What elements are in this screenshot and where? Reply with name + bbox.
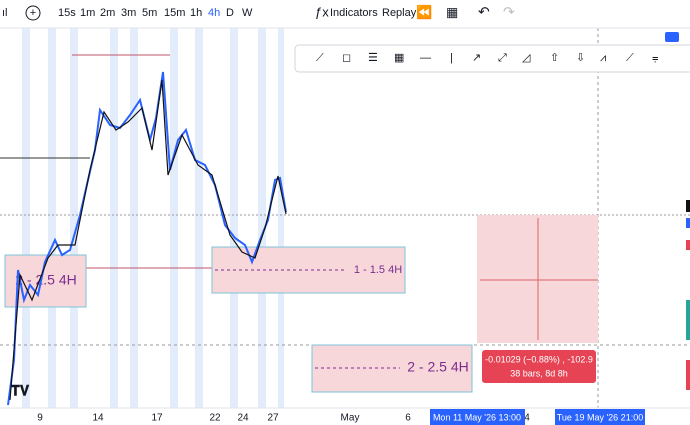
timeframe-button[interactable]: 1h (190, 7, 202, 19)
timeframe-button[interactable]: 3m (121, 7, 136, 19)
timeframe-button[interactable]: 5m (142, 7, 157, 19)
crosshair-text: Tue 19 May '26 21:00 (557, 412, 643, 422)
crosshair-label (430, 409, 525, 425)
x-tick-label: 14 (92, 413, 104, 424)
edge-marker (686, 240, 690, 250)
edge-marker (686, 218, 690, 228)
x-tick-label: 24 (237, 413, 249, 424)
indicators-button[interactable]: Indicators (330, 7, 378, 19)
drawing-toolbar (294, 44, 690, 73)
zone-box[interactable] (211, 246, 406, 294)
replay-icon: ⏪ (416, 4, 432, 19)
edge-marker (686, 360, 690, 390)
zone-box[interactable] (311, 344, 473, 393)
tool[interactable]: — (420, 52, 431, 64)
zone-label: 2 - 2.5 4H (15, 272, 76, 288)
edge-marker (686, 200, 690, 212)
undo-button[interactable]: ↶ (478, 4, 490, 20)
indicators-icon: ƒx (315, 4, 329, 19)
zone-label: 1 - 1.5 4H (354, 264, 402, 276)
drawing-tools: ⟋ ◻ ☰ ▦ — | ↗ ⤢ ◿ ⇧ ⇩ ⩘ ⟋ ⩦ (316, 52, 658, 64)
timeframe-button[interactable]: 15s (58, 7, 76, 19)
x-tick-label: 17 (151, 413, 163, 424)
x-tick-label: 9 (37, 413, 43, 424)
tool[interactable]: ☰ (368, 52, 378, 64)
x-tick-label: May (341, 413, 360, 424)
add-icon: + (30, 7, 36, 19)
top-toolbar (0, 0, 690, 28)
settings-toggle[interactable] (665, 32, 679, 42)
measure-text: 38 bars, 8d 8h (510, 368, 568, 378)
x-tick-label: 22 (209, 413, 221, 424)
tool[interactable]: ⩦ (652, 52, 658, 64)
timeframe-button[interactable]: 2m (100, 7, 115, 19)
measure-text: -0.01029 (−0.88%) , -102.9 (485, 354, 593, 364)
tool[interactable]: ↗ (472, 52, 481, 64)
x-tick-label: 27 (267, 413, 279, 424)
crosshair-label (555, 409, 645, 425)
zone-label: 2 - 2.5 4H (407, 359, 468, 375)
replay-button[interactable]: Replay (382, 7, 417, 19)
session-stripes (22, 28, 284, 408)
tool[interactable]: | (450, 52, 453, 64)
timeframe-button[interactable]: 15m (164, 7, 185, 19)
tool[interactable]: ⇧ (550, 52, 559, 64)
tool[interactable]: ◿ (522, 52, 531, 64)
tool[interactable]: ▦ (394, 52, 404, 64)
tool[interactable]: ◻ (342, 52, 351, 64)
timeframe-button[interactable]: 1m (80, 7, 95, 19)
tool[interactable]: ⟋ (626, 52, 634, 64)
tool[interactable]: ⟋ (316, 52, 324, 64)
tool[interactable]: ⤢ (498, 52, 507, 64)
timeframe-button[interactable]: 4h (208, 7, 220, 19)
timeframe-button[interactable]: W (242, 7, 253, 19)
add-symbol[interactable] (25, 5, 41, 21)
logo: 𝐓𝐕 (11, 383, 30, 399)
tool[interactable]: ⩘ (600, 52, 606, 64)
tool[interactable]: ⇩ (576, 52, 585, 64)
crosshair-text: Mon 11 May '26 13:00 (433, 412, 521, 422)
edge-marker (686, 300, 690, 340)
measure-tooltip (482, 350, 596, 383)
x-tick-label: 4 (524, 413, 530, 424)
layout-button[interactable]: ▦ (446, 4, 458, 19)
price-series (9, 79, 287, 401)
corner-label: ıl (2, 7, 8, 19)
x-tick-label: 6 (405, 413, 411, 424)
redo-button[interactable]: ↷ (503, 4, 515, 20)
timeframe-button[interactable]: D (226, 7, 234, 19)
